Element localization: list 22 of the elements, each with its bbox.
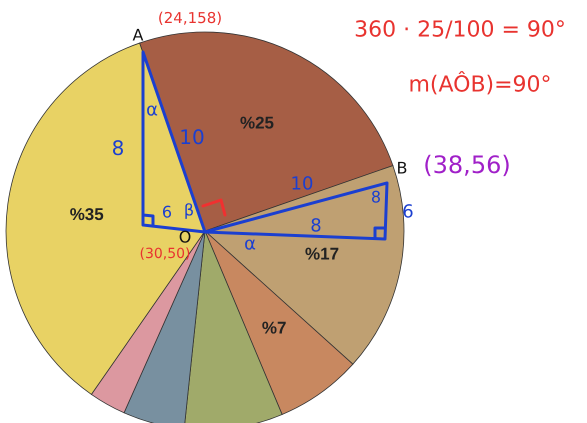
text: m(AÔB)=90° bbox=[408, 72, 552, 98]
text: 360 · 25/100 = 90° bbox=[354, 18, 566, 42]
text: α bbox=[244, 234, 256, 254]
text: 10 bbox=[179, 125, 205, 149]
text: B bbox=[396, 158, 408, 178]
text: (24,158) bbox=[158, 9, 222, 27]
text: 8 bbox=[370, 188, 382, 206]
text: 6 bbox=[162, 202, 172, 222]
text: (38,56) bbox=[423, 151, 511, 179]
text: 8 bbox=[112, 136, 124, 160]
text: A bbox=[132, 26, 144, 44]
data-label: %17 bbox=[305, 244, 340, 264]
data-label: %35 bbox=[70, 204, 104, 224]
text: O bbox=[178, 228, 192, 246]
text: (30,50) bbox=[139, 246, 191, 262]
text: 6 bbox=[402, 202, 414, 222]
text: 10 bbox=[290, 174, 314, 194]
text: 8 bbox=[310, 216, 322, 236]
data-label: %25 bbox=[240, 114, 274, 133]
data-label: %7 bbox=[262, 318, 286, 338]
text: α bbox=[146, 100, 158, 120]
text: β bbox=[184, 200, 194, 220]
